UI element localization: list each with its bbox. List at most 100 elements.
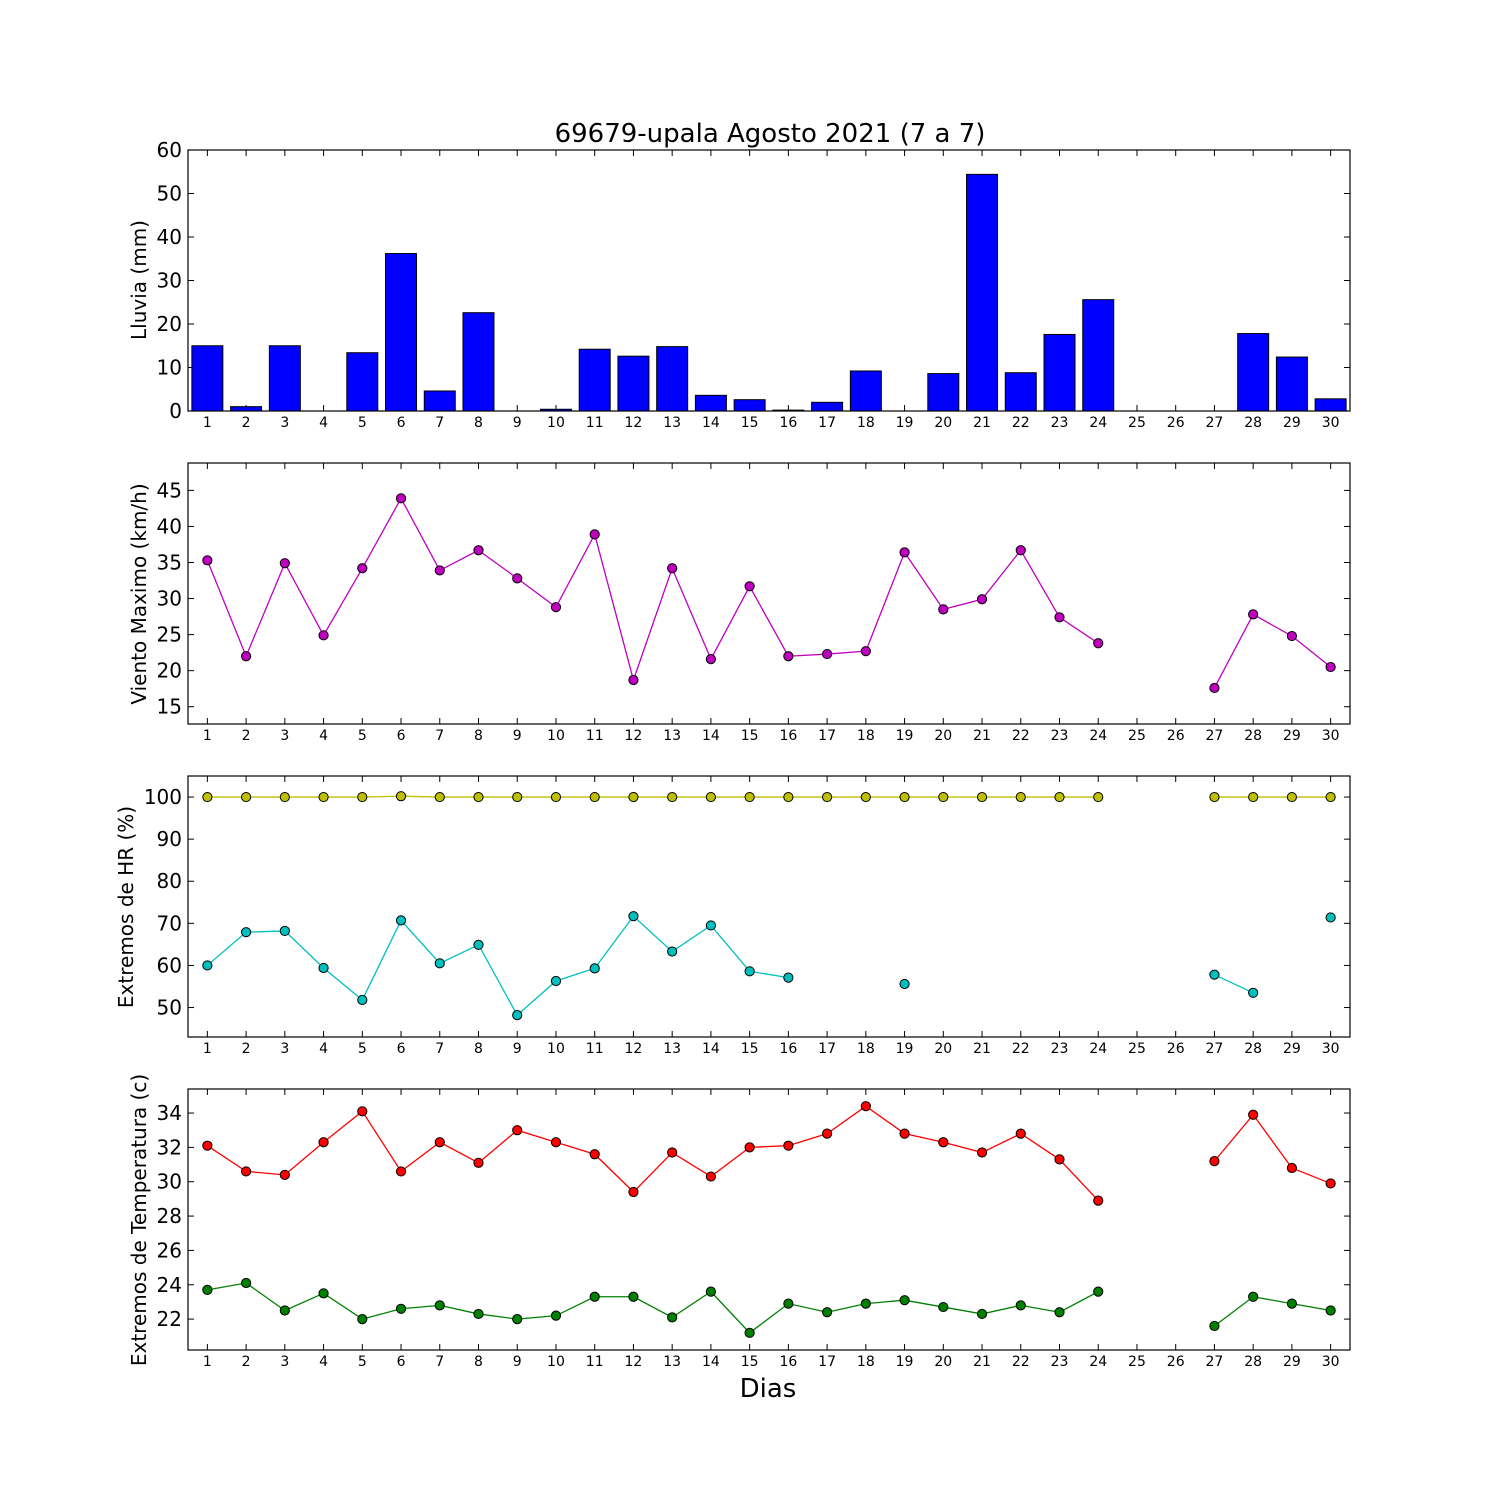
y-tick-label: 20	[157, 312, 182, 336]
rain-bar	[656, 346, 689, 412]
x-tick-label: 20	[934, 728, 952, 744]
data-point	[434, 1300, 445, 1311]
rain-bar	[191, 345, 224, 412]
x-tick-label: 17	[818, 1041, 836, 1057]
x-tick-label: 19	[896, 728, 914, 744]
data-point	[473, 1157, 484, 1168]
data-point	[589, 529, 600, 540]
x-tick-label: 9	[513, 1354, 522, 1370]
y-tick-label: 30	[157, 1170, 182, 1194]
x-tick-label: 16	[779, 1354, 797, 1370]
x-tick-label: 6	[397, 415, 406, 431]
x-tick-label: 18	[857, 728, 875, 744]
x-tick-label: 18	[857, 415, 875, 431]
data-point	[1286, 1298, 1298, 1309]
data-point	[1248, 791, 1259, 803]
x-tick-label: 7	[435, 728, 444, 744]
rain-bar	[578, 348, 611, 412]
data-point	[822, 791, 833, 803]
y-tick-label: 24	[157, 1273, 182, 1297]
x-tick-label: 11	[586, 415, 604, 431]
x-tick-label: 26	[1167, 1041, 1185, 1057]
data-point	[938, 1301, 949, 1313]
x-tick-label: 8	[474, 1354, 483, 1370]
x-tick-label: 23	[1051, 415, 1069, 431]
y-tick-label: 90	[157, 827, 182, 851]
x-tick-label: 19	[896, 415, 914, 431]
x-tick-label: 15	[741, 728, 759, 744]
series-line	[207, 1105, 1099, 1202]
data-point	[705, 920, 717, 931]
plot-frame	[187, 462, 1351, 725]
rainfall-ylabel: Lluvia (mm)	[127, 220, 151, 340]
data-point	[1054, 1154, 1065, 1165]
series-line	[207, 1282, 1099, 1334]
data-point	[783, 1140, 794, 1151]
data-point	[550, 975, 562, 987]
data-point	[279, 925, 290, 937]
data-point	[1325, 912, 1336, 923]
y-tick-label: 35	[157, 550, 182, 574]
data-point	[279, 1169, 290, 1180]
humidity-ylabel: Extremos de HR (%)	[114, 806, 138, 1008]
data-point	[938, 604, 949, 615]
data-point	[589, 1291, 600, 1302]
plot-frame	[187, 149, 1351, 412]
y-tick-label: 34	[157, 1101, 182, 1125]
x-tick-label: 21	[973, 1041, 991, 1057]
rain-bar	[346, 352, 379, 412]
x-tick-label: 29	[1283, 415, 1301, 431]
series-line	[1214, 974, 1254, 994]
series-line	[207, 795, 1099, 798]
temperature-panel: Extremos de Temperatura (c) 222426283032…	[127, 1074, 1351, 1370]
x-tick-label: 26	[1167, 415, 1185, 431]
x-tick-label: 15	[741, 1041, 759, 1057]
data-point	[1209, 969, 1220, 980]
y-tick-label: 32	[157, 1135, 182, 1159]
x-tick-label: 18	[857, 1041, 875, 1057]
x-tick-label: 25	[1128, 1354, 1146, 1370]
x-tick-label: 28	[1244, 728, 1262, 744]
data-point	[318, 1288, 329, 1299]
data-point	[318, 791, 329, 803]
data-point	[1248, 1109, 1259, 1120]
data-point	[512, 1010, 523, 1021]
data-point	[512, 1125, 523, 1136]
x-tick-label: 6	[397, 728, 406, 744]
x-tick-label: 22	[1012, 1041, 1030, 1057]
x-tick-label: 6	[397, 1354, 406, 1370]
x-tick-label: 13	[663, 1354, 681, 1370]
data-point	[395, 493, 407, 504]
data-point	[357, 1106, 368, 1117]
data-point	[318, 630, 329, 641]
x-tick-label: 24	[1089, 1354, 1107, 1370]
x-axis-label: Dias	[740, 1374, 797, 1404]
x-tick-label: 10	[547, 728, 565, 744]
x-tick-label: 4	[319, 1354, 328, 1370]
x-tick-label: 9	[513, 415, 522, 431]
data-point	[1093, 791, 1104, 803]
rain-bar	[423, 390, 456, 412]
x-tick-label: 7	[435, 415, 444, 431]
data-point	[395, 791, 407, 802]
data-point	[744, 966, 755, 977]
data-point	[744, 1142, 755, 1153]
y-tick-label: 50	[157, 182, 182, 206]
data-point	[628, 674, 639, 686]
y-tick-label: 30	[157, 269, 182, 293]
data-point	[899, 1128, 910, 1139]
data-point	[1015, 791, 1026, 803]
x-tick-label: 25	[1128, 1041, 1146, 1057]
data-point	[783, 972, 794, 983]
data-point	[667, 1312, 678, 1323]
x-tick-label: 30	[1322, 728, 1340, 744]
x-tick-label: 21	[973, 728, 991, 744]
data-point	[1093, 1286, 1104, 1297]
data-point	[822, 648, 833, 660]
y-tick-label: 30	[157, 587, 182, 611]
rain-bar	[1237, 333, 1270, 412]
y-tick-label: 80	[157, 869, 182, 893]
rain-bar	[462, 312, 495, 412]
x-tick-label: 13	[663, 415, 681, 431]
x-tick-label: 22	[1012, 415, 1030, 431]
